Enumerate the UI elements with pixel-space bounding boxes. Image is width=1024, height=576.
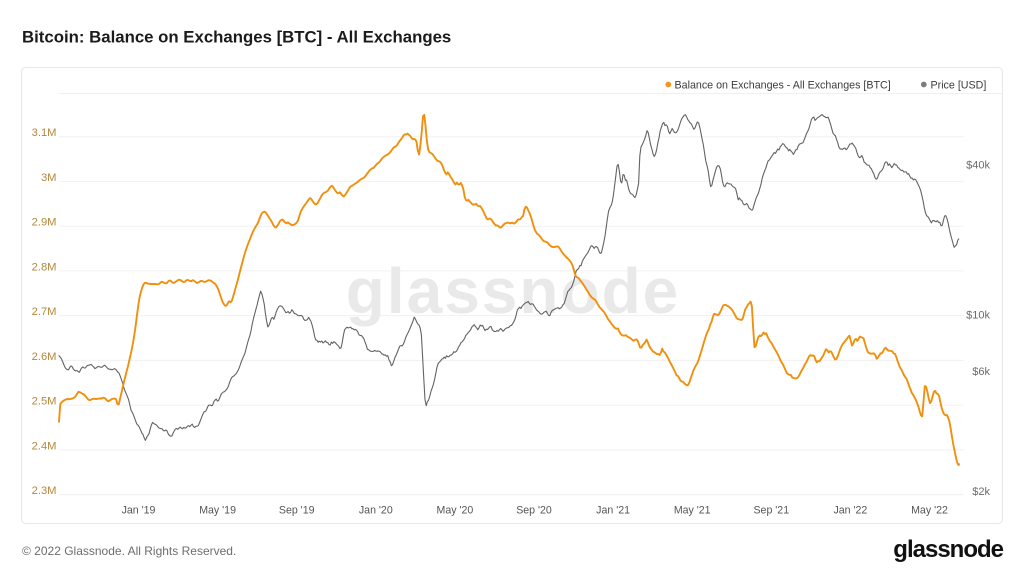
svg-text:Jan '20: Jan '20	[359, 504, 393, 516]
svg-text:May '19: May '19	[199, 504, 236, 516]
svg-text:3.1M: 3.1M	[32, 127, 57, 139]
svg-text:2.9M: 2.9M	[32, 217, 57, 229]
svg-text:May '21: May '21	[674, 504, 711, 516]
svg-text:Bitcoin: Balance on Exchanges: Bitcoin: Balance on Exchanges [BTC] - Al…	[22, 28, 451, 47]
svg-text:2.8M: 2.8M	[32, 261, 57, 273]
svg-text:$6k: $6k	[972, 366, 990, 378]
svg-text:2.6M: 2.6M	[32, 351, 57, 363]
svg-text:Jan '19: Jan '19	[122, 504, 156, 516]
svg-text:Jan '22: Jan '22	[833, 504, 867, 516]
svg-text:Price [USD]: Price [USD]	[931, 79, 987, 91]
svg-text:© 2022 Glassnode. All Rights R: © 2022 Glassnode. All Rights Reserved.	[22, 544, 236, 558]
svg-text:Sep '20: Sep '20	[516, 504, 552, 516]
svg-text:Jan '21: Jan '21	[596, 504, 630, 516]
svg-text:2.5M: 2.5M	[32, 396, 57, 408]
svg-text:2.3M: 2.3M	[32, 485, 57, 497]
svg-text:glassnode: glassnode	[893, 536, 1003, 563]
svg-text:3M: 3M	[41, 172, 57, 184]
svg-text:May '22: May '22	[911, 504, 948, 516]
svg-text:$40k: $40k	[966, 159, 990, 171]
svg-text:May '20: May '20	[437, 504, 474, 516]
svg-text:Balance on Exchanges - All Exc: Balance on Exchanges - All Exchanges [BT…	[675, 79, 891, 91]
svg-text:$2k: $2k	[972, 486, 990, 498]
svg-text:$10k: $10k	[966, 309, 990, 321]
svg-text:glassnode: glassnode	[346, 255, 681, 327]
svg-text:Sep '21: Sep '21	[753, 504, 789, 516]
svg-text:Sep '19: Sep '19	[279, 504, 315, 516]
svg-text:2.4M: 2.4M	[32, 440, 57, 452]
svg-text:2.7M: 2.7M	[32, 306, 57, 318]
